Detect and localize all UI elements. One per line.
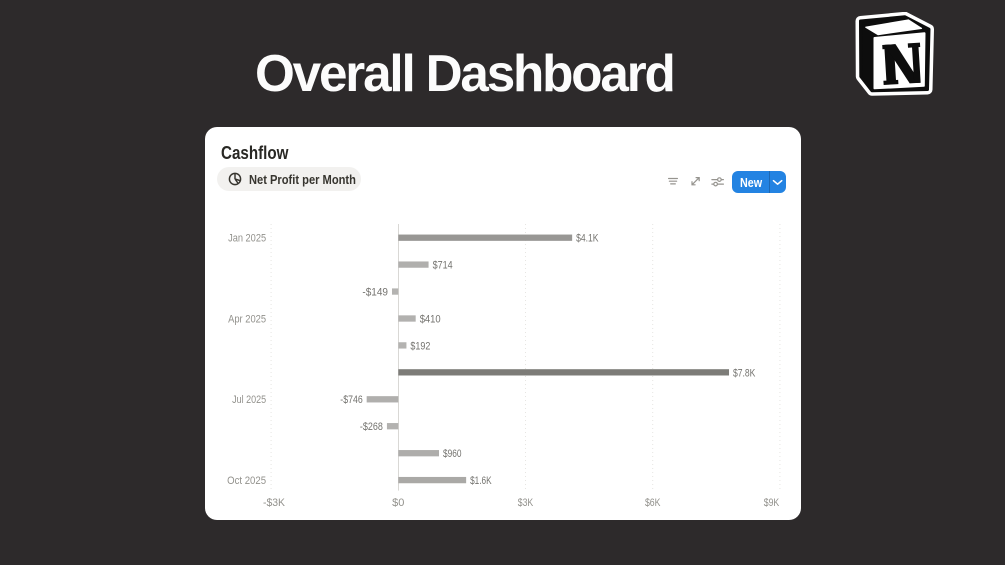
svg-text:$410: $410 <box>420 313 441 325</box>
svg-text:$960: $960 <box>443 448 462 460</box>
svg-text:-$149: -$149 <box>362 287 388 299</box>
svg-text:-$746: -$746 <box>340 394 362 406</box>
svg-text:$714: $714 <box>433 260 453 272</box>
svg-text:$192: $192 <box>410 340 430 352</box>
svg-text:Apr 2025: Apr 2025 <box>228 313 266 325</box>
svg-text:$7.8K: $7.8K <box>733 367 756 379</box>
svg-text:$1.6K: $1.6K <box>470 475 492 487</box>
svg-text:Jan 2025: Jan 2025 <box>228 233 266 245</box>
svg-text:Oct 2025: Oct 2025 <box>227 475 266 487</box>
svg-text:$3K: $3K <box>518 497 534 509</box>
svg-text:$4.1K: $4.1K <box>576 233 599 245</box>
svg-text:$0: $0 <box>392 497 404 509</box>
svg-text:-$3K: -$3K <box>263 497 286 509</box>
svg-text:-$268: -$268 <box>360 421 383 433</box>
svg-text:Jul 2025: Jul 2025 <box>232 394 266 406</box>
svg-text:$9K: $9K <box>764 497 780 509</box>
svg-text:$6K: $6K <box>645 497 661 509</box>
